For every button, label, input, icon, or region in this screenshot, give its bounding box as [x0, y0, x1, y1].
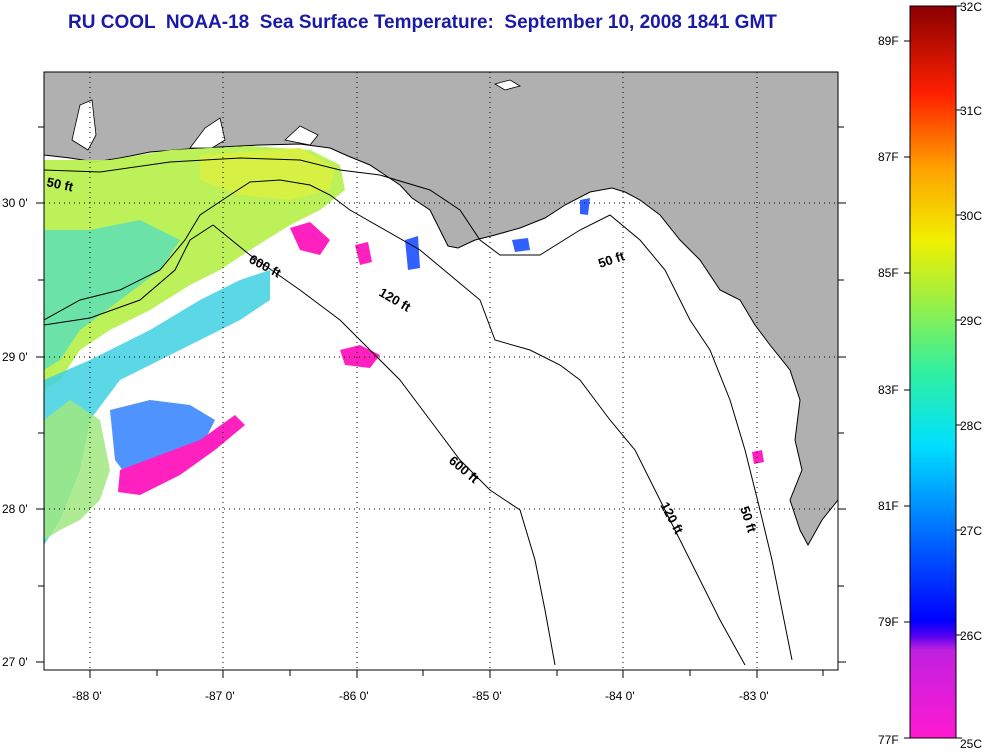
sst-magenta-patch	[752, 450, 764, 464]
colorbar-fahrenheit-label: 77F	[878, 733, 899, 747]
colorbar-fahrenheit-label: 87F	[878, 150, 899, 164]
sst-green-region	[44, 400, 110, 540]
colorbar	[909, 5, 957, 739]
land-mass	[44, 72, 838, 547]
bay	[493, 79, 522, 91]
map-title: RU COOL NOAA-18 Sea Surface Temperature:…	[68, 12, 777, 33]
frame-ticks	[36, 126, 846, 678]
lon-label: -86 0'	[339, 689, 369, 703]
colorbar-celsius-label: 27C	[960, 524, 982, 538]
lat-label: 28 0'	[2, 502, 28, 516]
sst-magenta-patch	[355, 242, 372, 265]
colorbar-fahrenheit-label: 83F	[878, 383, 899, 397]
colorbar-fahrenheit-label: 89F	[878, 34, 899, 48]
lon-label: -88 0'	[72, 689, 102, 703]
sst-magenta-patch	[340, 345, 380, 368]
lat-label: 29 0'	[2, 350, 28, 364]
sst-magenta-patch	[118, 415, 245, 495]
lat-label: 30 0'	[2, 196, 28, 210]
lon-label: -83 0'	[739, 689, 769, 703]
colorbar-ticks	[904, 5, 962, 739]
colorbar-celsius-label: 28C	[960, 419, 982, 433]
lat-label: 27 0'	[2, 655, 28, 669]
sst-cyan-region	[44, 270, 270, 545]
bay	[189, 117, 226, 149]
sst-yellow-region	[200, 148, 335, 200]
colorbar-celsius-label: 31C	[960, 104, 982, 118]
sst-magenta-patch	[290, 222, 330, 255]
colorbar-celsius-label: 32C	[960, 0, 982, 14]
bay	[284, 125, 319, 146]
colorbar-celsius-label: 30C	[960, 209, 982, 223]
contour-label-50ft-west: 50 ft	[45, 174, 75, 194]
sst-blue-patch	[110, 400, 215, 480]
colorbar-celsius-label: 25C	[960, 737, 982, 751]
lon-label: -84 0'	[605, 689, 635, 703]
map-frame	[43, 71, 839, 671]
lon-label: -85 0'	[472, 689, 502, 703]
sst-cool-region	[44, 220, 180, 370]
lon-label: -87 0'	[205, 689, 235, 703]
sst-blue-patch	[512, 238, 530, 252]
sst-warm-region	[44, 146, 345, 390]
colorbar-fahrenheit-label: 85F	[878, 266, 899, 280]
depth-contours	[44, 157, 793, 666]
colorbar-fahrenheit-label: 81F	[878, 499, 899, 513]
sst-blue-patch	[405, 236, 420, 270]
colorbar-celsius-label: 29C	[960, 314, 982, 328]
sst-blue-patch	[580, 198, 590, 215]
colorbar-celsius-label: 26C	[960, 629, 982, 643]
colorbar-fahrenheit-label: 79F	[878, 615, 899, 629]
